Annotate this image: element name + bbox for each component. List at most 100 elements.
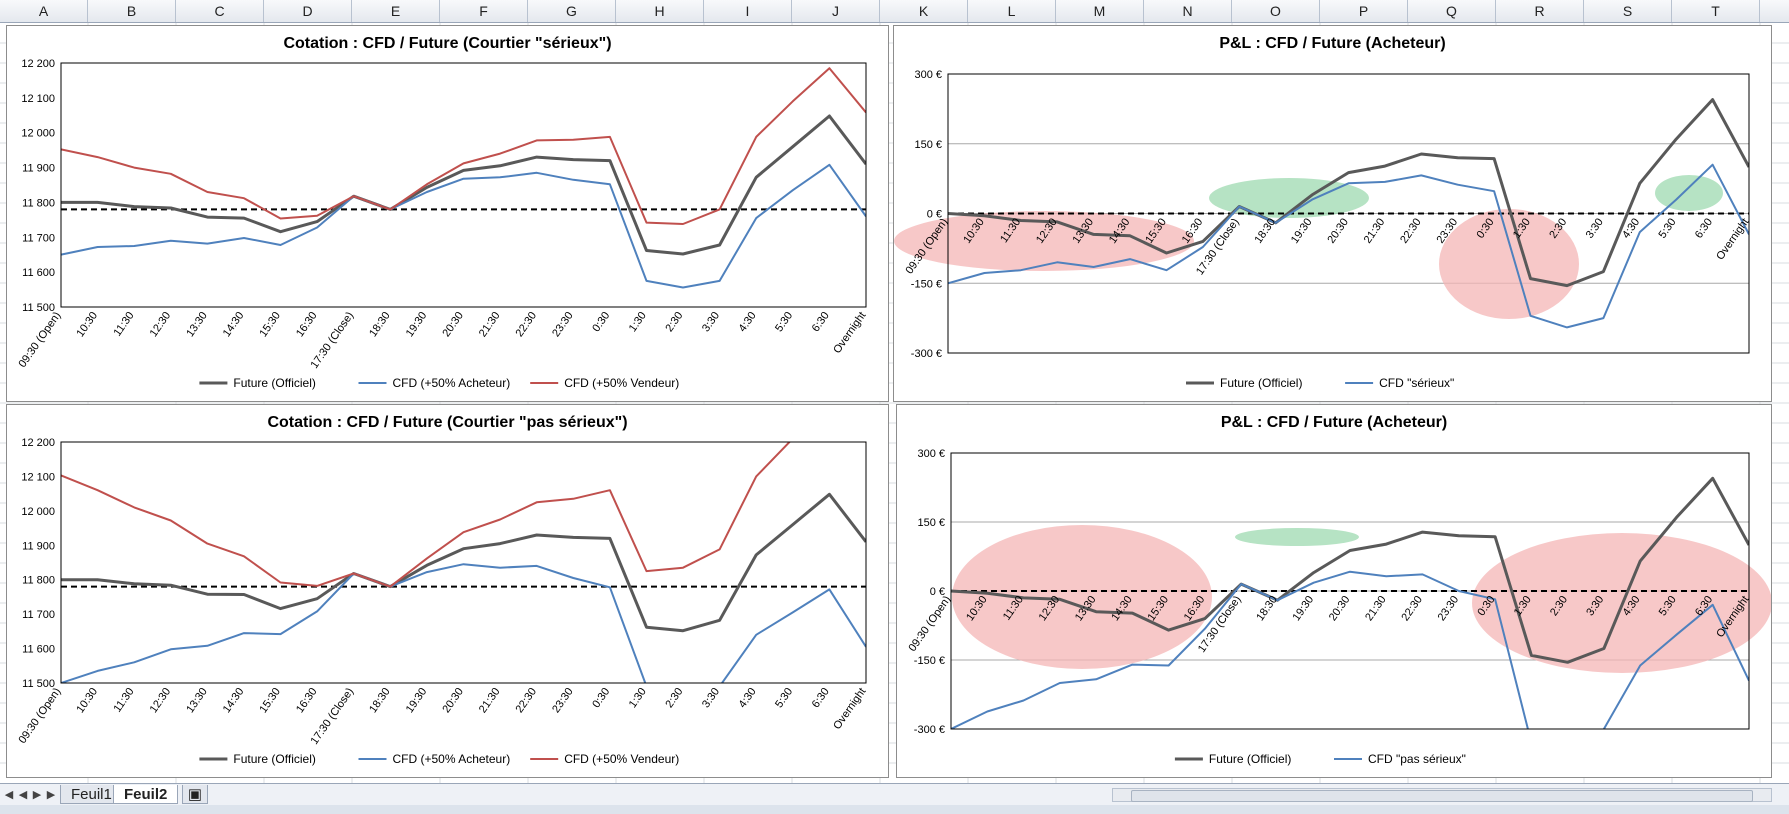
column-header-r[interactable]: R xyxy=(1496,0,1584,22)
y-tick-label: 12 000 xyxy=(21,128,55,140)
x-tick-label: 5:30 xyxy=(1657,216,1679,240)
chart-pnl-pas-serieux[interactable]: P&L : CFD / Future (Acheteur) -300 € -150 … xyxy=(896,404,1772,778)
column-header-i[interactable]: I xyxy=(704,0,792,22)
x-tick-label: Overnight xyxy=(1714,216,1751,262)
legend-label: CFD (+50% Acheteur) xyxy=(393,752,511,766)
y-tick-label: 12 100 xyxy=(21,471,55,483)
column-header-h[interactable]: H xyxy=(616,0,704,22)
column-header-e[interactable]: E xyxy=(352,0,440,22)
tab-feuil2[interactable]: Feuil2 xyxy=(113,785,179,804)
y-tick-label: 12 100 xyxy=(21,93,55,105)
y-tick-label: -150 € xyxy=(911,278,942,290)
legend-label: Future (Officiel) xyxy=(233,376,315,390)
horizontal-scrollbar[interactable] xyxy=(1112,788,1772,802)
column-header-d[interactable]: D xyxy=(264,0,352,22)
x-tick-label: 20:30 xyxy=(440,310,466,339)
column-header-o[interactable]: O xyxy=(1232,0,1320,22)
column-header-n[interactable]: N xyxy=(1144,0,1232,22)
x-tick-label: 16:30 xyxy=(294,686,320,715)
y-tick-label: 11 600 xyxy=(22,644,55,656)
x-tick-label: 15:30 xyxy=(257,686,283,715)
status-bar xyxy=(0,805,1789,814)
y-tick-label: 11 700 xyxy=(22,232,55,244)
x-tick-label: 19:30 xyxy=(1289,216,1315,245)
x-tick-label: 20:30 xyxy=(1327,594,1353,623)
column-header-b[interactable]: B xyxy=(88,0,176,22)
column-header-j[interactable]: J xyxy=(792,0,880,22)
series-line xyxy=(61,114,866,256)
x-tick-label: 19:30 xyxy=(1291,594,1317,623)
x-tick-label: 22:30 xyxy=(1398,216,1424,245)
last-sheet-button[interactable]: ▶ xyxy=(46,789,56,801)
x-tick-label: 2:30 xyxy=(663,310,685,334)
legend-label: CFD "pas sérieux" xyxy=(1368,752,1466,766)
x-tick-label: 11:30 xyxy=(111,310,136,339)
x-tick-label: 22:30 xyxy=(514,310,540,339)
column-header-t[interactable]: T xyxy=(1672,0,1760,22)
sheet-tab-bar: ◀ ◀ ▶ ▶ Feuil1 Feuil2 ▣ xyxy=(0,783,1789,806)
x-tick-label: 5:30 xyxy=(773,310,795,334)
chart-title: Cotation : CFD / Future (Courtier "série… xyxy=(283,35,611,52)
y-tick-label: 11 900 xyxy=(22,163,55,175)
chart-cotation-pas-serieux[interactable]: Cotation : CFD / Future (Courtier "pas s… xyxy=(6,404,889,778)
column-header-k[interactable]: K xyxy=(880,0,968,22)
x-tick-label: 6:30 xyxy=(810,310,832,334)
x-tick-label: 12:30 xyxy=(148,310,174,339)
y-tick-label: 11 600 xyxy=(22,267,55,279)
y-tick-label: -150 € xyxy=(914,655,945,667)
x-tick-label: 10:30 xyxy=(74,310,100,339)
highlight-ellipse xyxy=(1439,209,1579,319)
x-tick-label: 22:30 xyxy=(1399,594,1425,623)
chart-pnl-serieux[interactable]: P&L : CFD / Future (Acheteur) -300 € -150 … xyxy=(893,25,1772,402)
column-header-g[interactable]: G xyxy=(528,0,616,22)
chart-svg: P&L : CFD / Future (Acheteur) -300 € -150 … xyxy=(906,414,1772,766)
y-tick-label: -300 € xyxy=(911,348,942,360)
first-sheet-button[interactable]: ◀ xyxy=(4,789,14,801)
x-tick-label: 23:30 xyxy=(550,310,576,339)
series-line xyxy=(948,98,1749,288)
legend-label: Future (Officiel) xyxy=(1209,752,1291,766)
column-header-p[interactable]: P xyxy=(1320,0,1408,22)
y-tick-label: 11 800 xyxy=(22,197,55,209)
column-header-s[interactable]: S xyxy=(1584,0,1672,22)
column-header-a[interactable]: A xyxy=(0,0,88,22)
x-tick-label: 09:30 (Open) xyxy=(16,310,63,370)
x-tick-label: 21:30 xyxy=(477,310,503,339)
column-header-l[interactable]: L xyxy=(968,0,1056,22)
insert-sheet-button[interactable]: ▣ xyxy=(182,785,208,804)
x-tick-label: 13:30 xyxy=(184,310,210,339)
series-line xyxy=(61,492,866,633)
chart-title: P&L : CFD / Future (Acheteur) xyxy=(1221,414,1447,431)
x-tick-label: 14:30 xyxy=(221,686,247,715)
y-tick-label: 11 500 xyxy=(22,302,55,314)
x-tick-label: 1:30 xyxy=(627,310,649,334)
x-tick-label: 09:30 (Open) xyxy=(906,594,953,654)
legend-label: CFD (+50% Vendeur) xyxy=(564,752,679,766)
x-tick-label: 20:30 xyxy=(1325,216,1351,245)
column-header-c[interactable]: C xyxy=(176,0,264,22)
series-line xyxy=(61,563,866,683)
x-tick-label: 3:30 xyxy=(700,686,722,710)
column-header-m[interactable]: M xyxy=(1056,0,1144,22)
highlight-ellipse xyxy=(894,211,1194,271)
x-tick-label: 12:30 xyxy=(148,686,174,715)
y-tick-label: 150 € xyxy=(914,139,942,151)
x-tick-label: 14:30 xyxy=(221,310,247,339)
scrollbar-thumb[interactable] xyxy=(1131,790,1753,802)
chart-cotation-serieux[interactable]: Cotation : CFD / Future (Courtier "série… xyxy=(6,25,889,402)
series-line xyxy=(948,163,1749,329)
column-header-q[interactable]: Q xyxy=(1408,0,1496,22)
x-tick-label: Overnight xyxy=(831,686,868,732)
column-header-f[interactable]: F xyxy=(440,0,528,22)
new-sheet-icon: ▣ xyxy=(187,786,203,803)
prev-sheet-button[interactable]: ◀ xyxy=(18,789,28,801)
x-tick-label: 18:30 xyxy=(1253,216,1279,245)
chart-title: P&L : CFD / Future (Acheteur) xyxy=(1219,35,1445,52)
tab-feuil1[interactable]: Feuil1 xyxy=(60,785,123,804)
y-tick-label: 12 000 xyxy=(21,506,55,518)
x-tick-label: 18:30 xyxy=(367,686,393,715)
next-sheet-button[interactable]: ▶ xyxy=(32,789,42,801)
column-header-u[interactable]: U xyxy=(1760,0,1789,22)
highlight-ellipse xyxy=(1655,175,1723,211)
x-tick-label: 23:30 xyxy=(1436,594,1462,623)
